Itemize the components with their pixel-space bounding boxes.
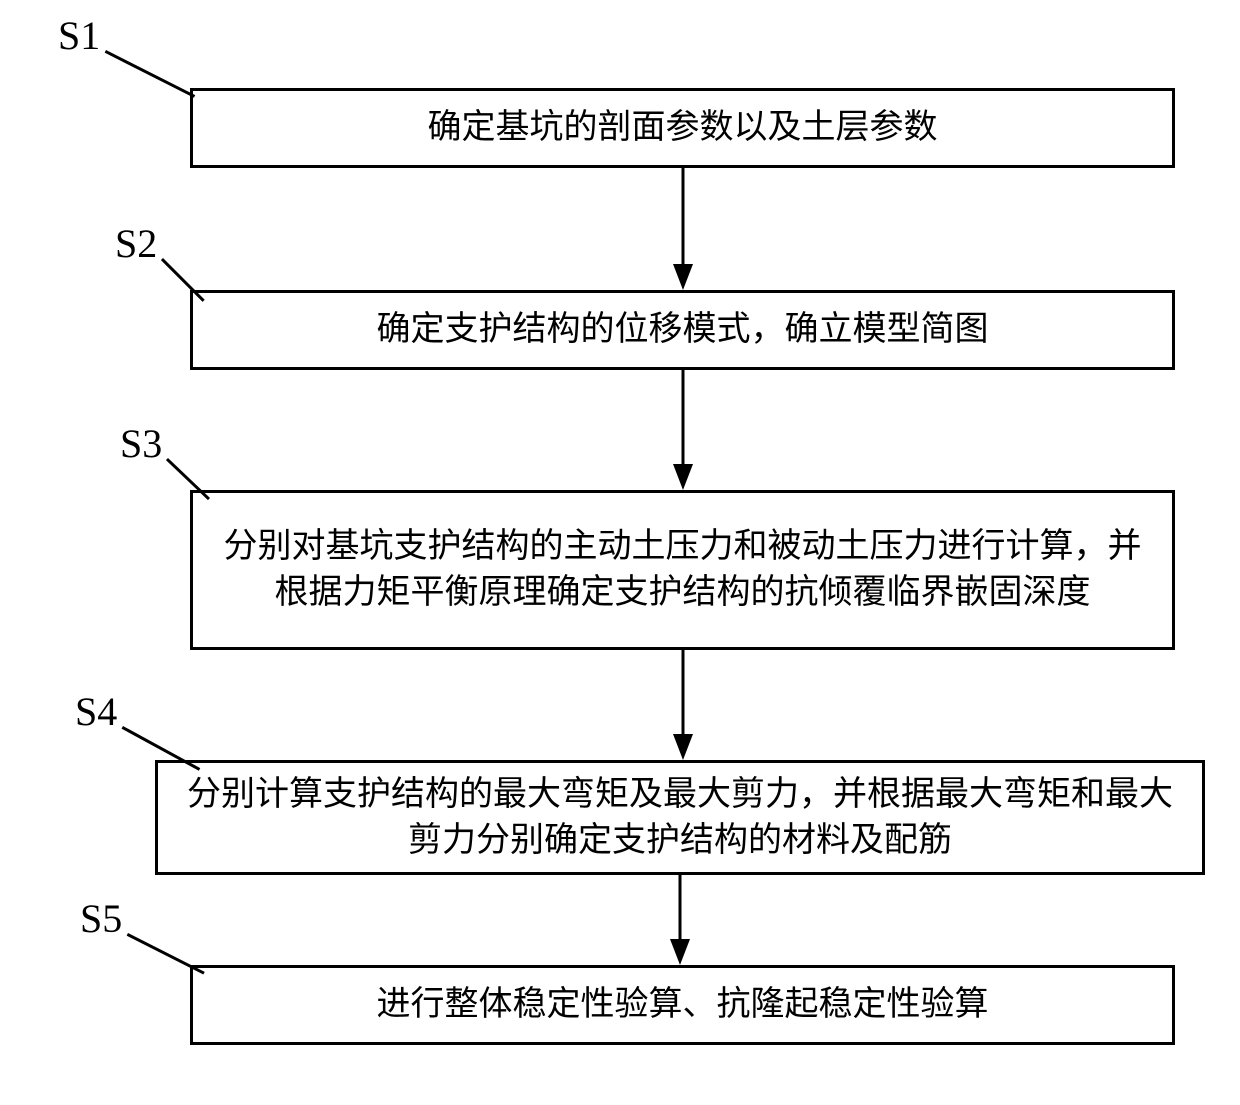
leader-line [127,933,205,975]
step-label-s4: S4 [75,688,117,735]
flowchart-canvas: 确定基坑的剖面参数以及土层参数确定支护结构的位移模式，确立模型简图分别对基坑支护… [0,0,1240,1105]
flow-box-b4: 分别计算支护结构的最大弯矩及最大剪力，并根据最大弯矩和最大剪力分别确定支护结构的… [155,760,1205,875]
flow-box-text: 分别对基坑支护结构的主动土压力和被动土压力进行计算，并根据力矩平衡原理确定支护结… [211,524,1154,616]
flow-box-b3: 分别对基坑支护结构的主动土压力和被动土压力进行计算，并根据力矩平衡原理确定支护结… [190,490,1175,650]
leader-line [105,50,195,98]
flow-arrow [653,650,713,760]
step-label-s5: S5 [80,895,122,942]
flow-box-text: 确定基坑的剖面参数以及土层参数 [428,105,938,151]
flow-arrow [653,168,713,290]
leader-line [166,458,210,500]
flow-box-text: 分别计算支护结构的最大弯矩及最大剪力，并根据最大弯矩和最大剪力分别确定支护结构的… [176,772,1184,864]
flow-arrow [653,370,713,490]
step-label-s2: S2 [115,220,157,267]
flow-box-text: 进行整体稳定性验算、抗隆起稳定性验算 [377,982,989,1028]
step-label-s3: S3 [120,420,162,467]
flow-arrow [650,875,710,965]
leader-line [161,258,205,302]
flow-box-b5: 进行整体稳定性验算、抗隆起稳定性验算 [190,965,1175,1045]
flow-box-b1: 确定基坑的剖面参数以及土层参数 [190,88,1175,168]
step-label-s1: S1 [58,12,100,59]
flow-box-b2: 确定支护结构的位移模式，确立模型简图 [190,290,1175,370]
flow-box-text: 确定支护结构的位移模式，确立模型简图 [377,307,989,353]
